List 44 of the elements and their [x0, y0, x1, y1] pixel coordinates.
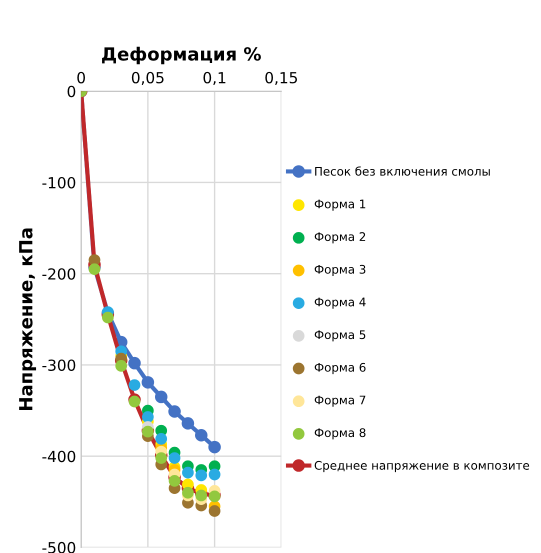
point	[128, 379, 140, 391]
x-tick-label: 0,1	[203, 72, 226, 85]
point	[168, 405, 181, 418]
x-tick-label: 0,15	[265, 72, 297, 85]
point	[195, 470, 208, 482]
point	[182, 417, 194, 430]
legend-label: Песок без включения смолы	[315, 166, 490, 176]
point	[195, 490, 208, 502]
point	[208, 505, 220, 517]
legend-label: Форма 4	[314, 298, 366, 309]
x-tick-label: 0	[77, 72, 85, 84]
y-axis-title: Напряжение, кПа	[19, 228, 36, 410]
y-tick-label: -400	[42, 450, 76, 462]
point	[142, 376, 154, 389]
legend-label: Форма 5	[314, 330, 366, 342]
point	[128, 396, 140, 408]
point	[155, 452, 168, 464]
point	[195, 428, 208, 442]
point	[128, 356, 141, 370]
legend-label: Форма 2	[314, 232, 366, 244]
point	[208, 440, 221, 454]
x-tick-label: 0,05	[132, 72, 164, 85]
point	[154, 390, 168, 404]
point	[115, 360, 128, 372]
point	[182, 466, 194, 478]
y-tick-label: -200	[42, 268, 76, 280]
legend-label: Среднее напряжение в композите	[314, 460, 530, 472]
point	[155, 433, 168, 445]
legend-label: Форма 8	[314, 428, 366, 440]
point	[168, 475, 180, 487]
legend-label: Форма 6	[314, 362, 366, 374]
point	[88, 254, 100, 266]
y-tick-label: -500	[42, 542, 76, 553]
x-axis-title: Деформация %	[102, 46, 261, 64]
point	[168, 452, 180, 464]
legend-label: Форма 1	[314, 200, 366, 211]
y-tick-label: 0	[68, 86, 76, 98]
legend-label: Форма 3	[314, 264, 366, 276]
y-tick-label: -300	[42, 359, 76, 371]
y-tick-label: -100	[42, 176, 76, 189]
point	[102, 312, 114, 324]
legend-label: Форма 7	[314, 396, 366, 407]
point	[208, 468, 220, 480]
point	[182, 486, 194, 499]
